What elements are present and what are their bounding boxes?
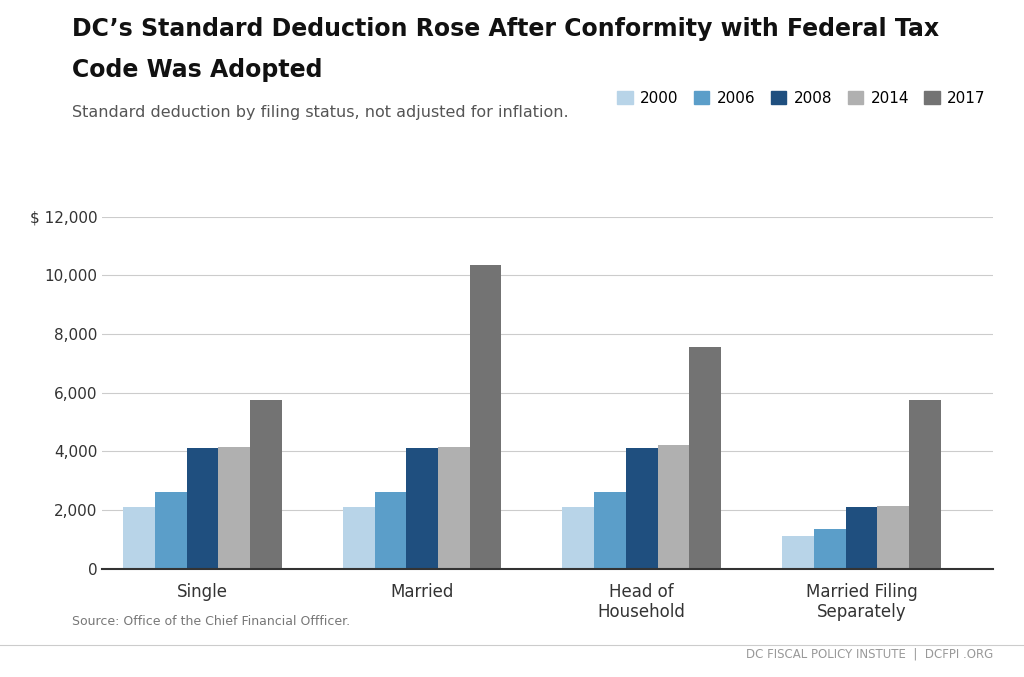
Bar (657, 445, 689, 569)
Bar (250, 400, 282, 569)
Bar (375, 492, 407, 569)
Bar (878, 506, 909, 569)
Bar (186, 448, 218, 569)
Bar (594, 492, 626, 569)
Bar (909, 400, 941, 569)
Bar (626, 448, 657, 569)
Text: Source: Office of the Chief Financial Offficer.: Source: Office of the Chief Financial Of… (72, 615, 350, 628)
Bar (218, 447, 250, 569)
Text: Standard deduction by filing status, not adjusted for inflation.: Standard deduction by filing status, not… (72, 105, 568, 120)
Bar (470, 265, 502, 569)
Bar (343, 507, 375, 569)
Legend: 2000, 2006, 2008, 2014, 2017: 2000, 2006, 2008, 2014, 2017 (617, 91, 986, 106)
Bar (155, 492, 186, 569)
Bar (814, 529, 846, 569)
Bar (782, 536, 814, 569)
Text: DC FISCAL POLICY INSTUTE  |  DCFPI .ORG: DC FISCAL POLICY INSTUTE | DCFPI .ORG (746, 647, 993, 660)
Bar (689, 347, 721, 569)
Bar (438, 447, 470, 569)
Bar (123, 507, 155, 569)
Text: Code Was Adopted: Code Was Adopted (72, 58, 323, 81)
Bar (846, 507, 878, 569)
Bar (562, 507, 594, 569)
Bar (407, 448, 438, 569)
Text: DC’s Standard Deduction Rose After Conformity with Federal Tax: DC’s Standard Deduction Rose After Confo… (72, 17, 939, 41)
